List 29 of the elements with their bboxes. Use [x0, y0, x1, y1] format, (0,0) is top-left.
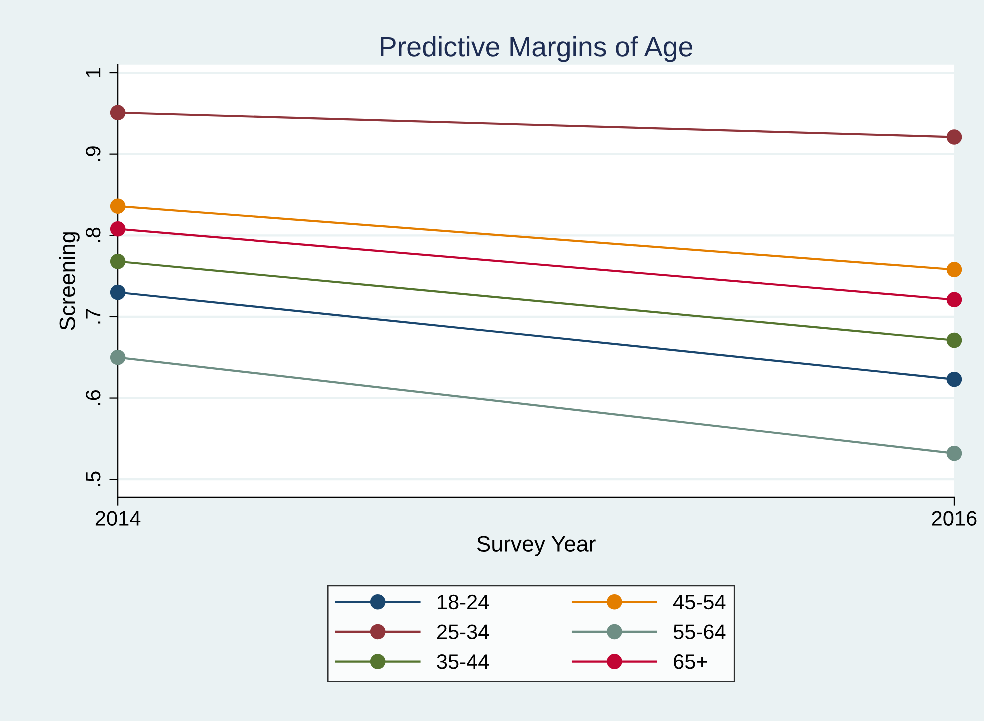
point	[110, 254, 126, 270]
chart-title: Predictive Margins of Age	[381, 36, 693, 62]
point	[946, 292, 962, 308]
y-tick-label: .7	[86, 309, 101, 324]
legend-label: 25-34	[437, 624, 490, 640]
legend-label: 65+	[674, 654, 708, 670]
legend-label: 55-64	[674, 624, 726, 640]
y-tick-label: .8	[86, 228, 101, 242]
point	[946, 262, 962, 278]
x-axis-title: Survey Year	[477, 536, 596, 556]
point	[946, 372, 962, 388]
y-axis-title: Screening	[59, 232, 80, 330]
point	[110, 198, 126, 214]
y-tick-label: .5	[86, 472, 101, 486]
x-tick-label: 2016	[932, 511, 977, 526]
point	[110, 105, 126, 121]
legend-label: 18-24	[438, 594, 490, 610]
y-tick-label: .9	[86, 146, 101, 162]
point	[946, 446, 962, 462]
point	[946, 130, 962, 145]
point	[110, 284, 126, 300]
y-tick-label: 1	[86, 68, 101, 78]
legend-label: 35-44	[437, 654, 490, 670]
y-tick-label: .6	[86, 390, 101, 406]
x-tick-label: 2014	[96, 511, 141, 526]
point	[946, 332, 962, 348]
point	[110, 222, 126, 237]
legend-label: 45-54	[674, 595, 726, 610]
point	[110, 350, 126, 366]
